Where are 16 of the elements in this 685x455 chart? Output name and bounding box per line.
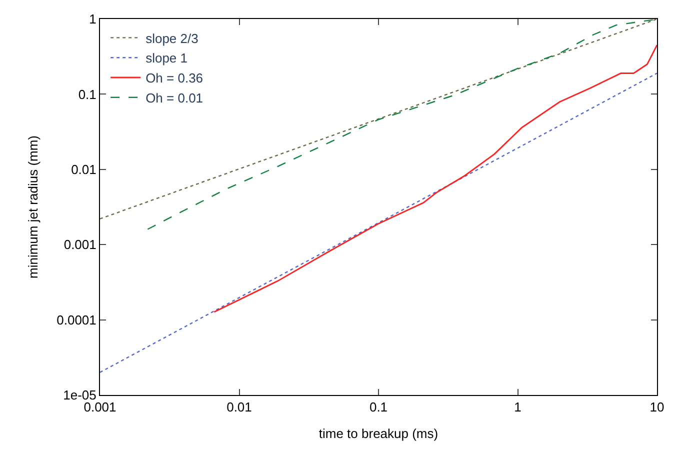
x-tick-label: 0.01: [226, 400, 252, 415]
x-axis-title: time to breakup (ms): [318, 426, 438, 442]
x-tick-label: 0.1: [369, 400, 388, 415]
y-axis-title: minimum jet radius (mm): [26, 135, 41, 279]
x-tick-label: 1: [514, 400, 522, 415]
x-tick-label: 10: [650, 400, 664, 415]
y-tick-label: 0.1: [78, 86, 96, 102]
legend-label: slope 2/3: [146, 30, 198, 46]
y-tick-label: 1e-05: [63, 388, 96, 403]
legend-label: Oh = 0.01: [146, 90, 204, 106]
legend-label: Oh = 0.36: [146, 70, 204, 86]
y-tick-label: 1: [89, 12, 96, 27]
y-tick-label: 0.001: [64, 237, 96, 252]
y-tick-label: 0.0001: [56, 312, 96, 328]
legend-label: slope 1: [146, 50, 188, 66]
y-tick-label: 0.01: [71, 162, 96, 177]
